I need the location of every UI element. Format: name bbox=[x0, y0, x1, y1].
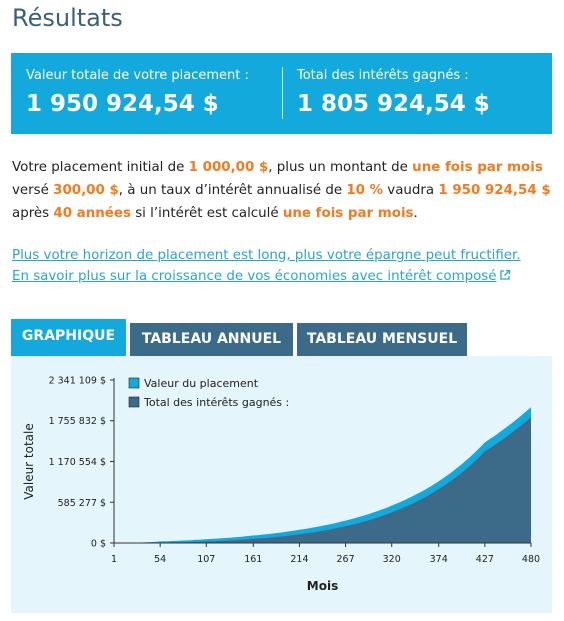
contribution-frequency: une fois par mois bbox=[412, 160, 543, 175]
y-axis-title: Valeur totale bbox=[22, 423, 36, 500]
total-value-label: Valeur totale de votre placement : bbox=[26, 68, 249, 83]
total-interest-amount: 1 805 924,54 $ bbox=[297, 91, 490, 117]
total-interest-block: Total des intérêts gagnés : 1 805 924,54… bbox=[297, 67, 490, 120]
desc-text: Votre placement initial de bbox=[12, 160, 189, 175]
initial-amount: 1 000,00 $ bbox=[188, 160, 269, 175]
total-value-amount: 1 950 924,54 $ bbox=[26, 91, 219, 117]
tab-chart[interactable]: GRAPHIQUE bbox=[11, 319, 126, 356]
legend-swatch bbox=[128, 396, 140, 408]
growth-chart: 0 $ 585 277 $ 1 170 554 $ 1 755 832 $ 2 341 … bbox=[22, 376, 540, 594]
summary-divider bbox=[282, 67, 283, 119]
desc-text: , plus un montant de bbox=[268, 160, 413, 175]
y-tick-label: 585 277 $ bbox=[58, 498, 106, 509]
y-tick-label: 1 170 554 $ bbox=[49, 457, 106, 468]
compound-interest-link-label: En savoir plus sur la croissance de vos … bbox=[12, 269, 497, 284]
results-description: Votre placement initial de 1 000,00 $, p… bbox=[12, 156, 557, 225]
legend-swatch bbox=[128, 377, 140, 389]
x-tick-label: 214 bbox=[290, 554, 308, 565]
x-tick-label: 161 bbox=[244, 554, 262, 565]
tab-monthly-table[interactable]: TABLEAU MENSUEL bbox=[297, 323, 467, 356]
x-tick-label: 374 bbox=[430, 554, 448, 565]
results-summary: Valeur totale de votre placement : 1 950… bbox=[11, 53, 552, 134]
total-value-block: Valeur totale de votre placement : 1 950… bbox=[26, 67, 249, 120]
x-tick-label: 54 bbox=[154, 554, 166, 565]
interest-rate: 10 % bbox=[346, 183, 384, 198]
desc-text: vaudra bbox=[383, 183, 439, 198]
legend-label: Total des intérêts gagnés : bbox=[143, 396, 289, 409]
x-tick-label: 107 bbox=[197, 554, 215, 565]
x-tick-label: 427 bbox=[476, 554, 494, 565]
contribution-amount: 300,00 $ bbox=[53, 183, 119, 198]
y-tick-label: 2 341 109 $ bbox=[49, 376, 106, 387]
final-value: 1 950 924,54 $ bbox=[438, 183, 551, 198]
x-tick-label: 320 bbox=[383, 554, 401, 565]
horizon-link[interactable]: Plus votre horizon de placement est long… bbox=[12, 248, 521, 263]
desc-text: si l’intérêt est calculé bbox=[130, 206, 283, 221]
external-link-icon bbox=[499, 267, 511, 288]
legend-label: Valeur du placement bbox=[144, 377, 259, 390]
x-axis-title: Mois bbox=[307, 579, 338, 593]
desc-text: après bbox=[12, 206, 54, 221]
y-tick-label: 0 $ bbox=[91, 539, 106, 550]
info-links: Plus votre horizon de placement est long… bbox=[12, 245, 557, 288]
investment-years: 40 années bbox=[53, 206, 131, 221]
series-area-interets-gagnes bbox=[114, 417, 531, 543]
compounding-frequency: une fois par mois bbox=[282, 206, 414, 221]
tab-annual-table[interactable]: TABLEAU ANNUEL bbox=[130, 323, 293, 356]
y-tick-label: 1 755 832 $ bbox=[49, 416, 106, 427]
x-tick-label: 480 bbox=[522, 554, 540, 565]
x-tick-label: 267 bbox=[336, 554, 354, 565]
total-interest-label: Total des intérêts gagnés : bbox=[297, 68, 469, 83]
x-tick-label: 1 bbox=[111, 554, 117, 565]
compound-interest-link[interactable]: En savoir plus sur la croissance de vos … bbox=[12, 266, 557, 288]
desc-text: , à un taux d’intérêt annualisé de bbox=[118, 183, 347, 198]
chart-panel: 0 $ 585 277 $ 1 170 554 $ 1 755 832 $ 2 341 … bbox=[11, 356, 552, 613]
desc-text: versé bbox=[12, 183, 54, 198]
desc-text: . bbox=[413, 206, 418, 221]
page-title: Résultats bbox=[12, 4, 123, 32]
